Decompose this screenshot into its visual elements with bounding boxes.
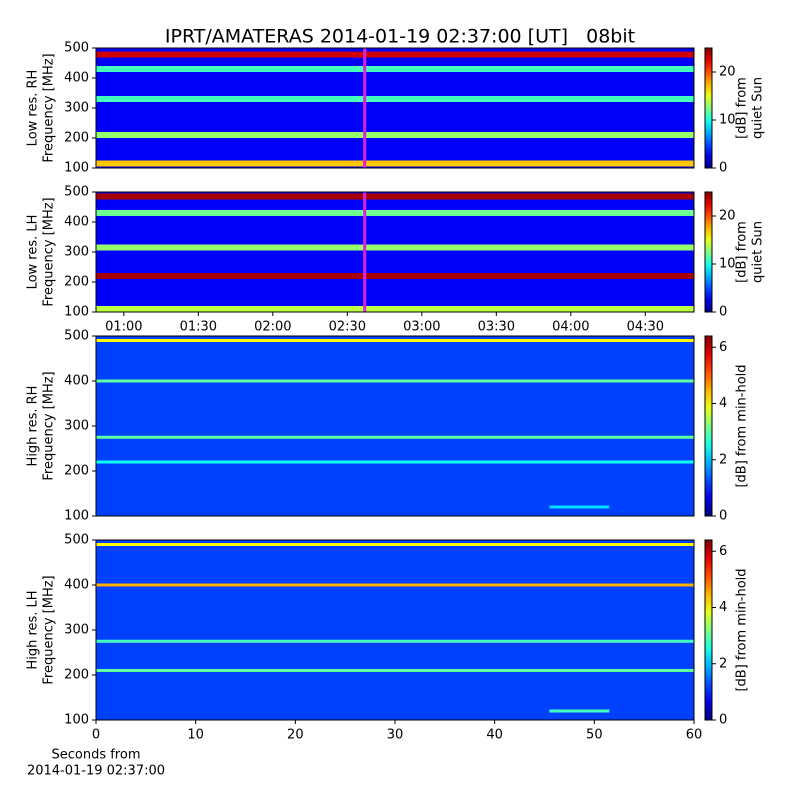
- y-tick-label: 100: [64, 713, 89, 728]
- colorbar-tick-label: 4: [719, 600, 727, 615]
- emission-band: [96, 66, 694, 72]
- emission-band: [96, 132, 694, 138]
- emission-band: [96, 210, 694, 216]
- colorbar-label: quiet Sun: [751, 221, 766, 283]
- x-tick-label: 40: [486, 728, 503, 743]
- colorbar-tick-label: 2: [719, 656, 727, 671]
- x-tick-label: 0: [92, 728, 100, 743]
- y-tick-label: 100: [64, 305, 89, 320]
- y-axis-label: Frequency [MHz]: [42, 197, 57, 306]
- emission-band: [96, 96, 694, 102]
- emission-band: [96, 583, 694, 587]
- y-tick-label: 400: [64, 71, 89, 86]
- x-tick-label: 60: [686, 728, 703, 743]
- colorbar-label: quiet Sun: [751, 77, 766, 139]
- emission-band: [549, 505, 610, 509]
- y-tick-label: 500: [64, 329, 89, 344]
- y-tick-label: 300: [64, 419, 89, 434]
- x-tick-label: 02:30: [329, 320, 366, 335]
- colorbar-tick-label: 4: [719, 396, 727, 411]
- y-tick-label: 500: [64, 185, 89, 200]
- colorbar-tick-label: 0: [719, 305, 727, 320]
- x-tick-label: 04:30: [627, 320, 664, 335]
- colorbar-tick-label: 2: [719, 452, 727, 467]
- colorbar-tick-label: 6: [719, 340, 727, 355]
- emission-band: [96, 339, 694, 342]
- x-tick-label: 03:00: [403, 320, 440, 335]
- colorbar-tick-label: 0: [719, 161, 727, 176]
- x-tick-label: 01:00: [105, 320, 142, 335]
- y-axis-label: Low res. RH: [26, 70, 41, 147]
- colorbar-tick-label: 20: [719, 65, 736, 80]
- colorbar-label: [dB] from: [735, 77, 750, 139]
- y-axis-label: High res. RH: [26, 386, 41, 467]
- y-tick-label: 500: [64, 41, 89, 56]
- colorbar: [704, 47, 713, 169]
- x-tick-label: 01:30: [180, 320, 217, 335]
- emission-band: [96, 51, 694, 58]
- colorbar-tick-label: 10: [719, 113, 736, 128]
- x-axis-label: Seconds from: [51, 748, 140, 763]
- colorbar-label: [dB] from: [735, 221, 750, 283]
- y-tick-label: 500: [64, 533, 89, 548]
- colorbar-tick-label: 20: [719, 209, 736, 224]
- x-tick-label: 03:30: [478, 320, 515, 335]
- y-tick-label: 400: [64, 215, 89, 230]
- y-tick-label: 400: [64, 578, 89, 593]
- colorbar-tick-label: 10: [719, 257, 736, 272]
- emission-band: [549, 709, 610, 713]
- x-axis-label: 2014-01-19 02:37:00: [27, 764, 165, 779]
- y-tick-label: 200: [64, 275, 89, 290]
- emission-band: [96, 435, 694, 439]
- emission-band: [96, 669, 694, 672]
- y-tick-label: 100: [64, 509, 89, 524]
- y-tick-label: 100: [64, 161, 89, 176]
- y-tick-label: 200: [64, 464, 89, 479]
- emission-band: [96, 543, 694, 546]
- x-tick-label: 10: [187, 728, 204, 743]
- y-tick-label: 200: [64, 668, 89, 683]
- spectrogram-background: [96, 540, 694, 720]
- emission-band: [96, 460, 694, 464]
- spectrogram-background: [96, 336, 694, 516]
- emission-band: [96, 160, 694, 167]
- y-axis-label: High res. LH: [26, 590, 41, 669]
- y-axis-label: Frequency [MHz]: [42, 371, 57, 480]
- x-tick-label: 04:00: [552, 320, 589, 335]
- x-tick-label: 30: [387, 728, 404, 743]
- y-tick-label: 300: [64, 245, 89, 260]
- x-tick-label: 50: [586, 728, 603, 743]
- y-tick-label: 400: [64, 374, 89, 389]
- y-tick-label: 300: [64, 623, 89, 638]
- x-tick-label: 20: [287, 728, 304, 743]
- y-tick-label: 300: [64, 101, 89, 116]
- colorbar-tick-label: 0: [719, 509, 727, 524]
- emission-band: [96, 273, 694, 279]
- colorbar: [704, 191, 713, 313]
- x-tick-label: 02:00: [254, 320, 291, 335]
- figure-title: IPRT/AMATERAS 2014-01-19 02:37:00 [UT] 0…: [165, 26, 635, 48]
- colorbar-tick-label: 0: [719, 713, 727, 728]
- y-axis-label: Low res. LH: [26, 215, 41, 290]
- emission-band: [96, 379, 694, 383]
- emission-band: [96, 244, 694, 251]
- emission-band: [96, 306, 694, 312]
- colorbar-tick-label: 6: [719, 544, 727, 559]
- y-axis-label: Frequency [MHz]: [42, 53, 57, 162]
- colorbar-label: [dB] from min-hold: [735, 568, 750, 691]
- colorbar-label: [dB] from min-hold: [735, 364, 750, 487]
- emission-band: [96, 639, 694, 643]
- colorbar: [704, 335, 713, 517]
- y-axis-label: Frequency [MHz]: [42, 575, 57, 684]
- colorbar: [704, 539, 713, 721]
- y-tick-label: 200: [64, 131, 89, 146]
- emission-band: [96, 193, 694, 200]
